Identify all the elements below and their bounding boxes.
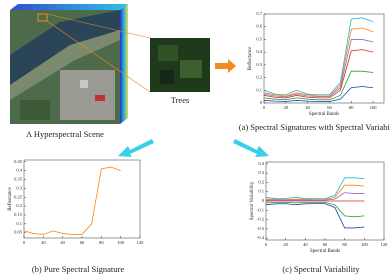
caption: (c) Spectral Variability: [282, 264, 360, 274]
y-tick-label: 0.5: [256, 36, 262, 41]
x-tick-label: 80: [349, 105, 354, 110]
series-line: [263, 17, 374, 96]
x-tick-label: 60: [323, 242, 328, 247]
y-axis-label: Reflectance: [8, 186, 13, 210]
scene-label: A Hyperspectral Scene: [26, 129, 104, 139]
y-tick-label: -0.3: [257, 226, 265, 231]
y-tick-label: 0.45: [14, 159, 23, 164]
y-tick-label: 0.1: [256, 87, 262, 92]
y-tick-label: 0.4: [258, 161, 264, 166]
x-tick-label: 80: [342, 242, 347, 247]
plot-frame: [263, 13, 385, 104]
y-tick-label: 0: [262, 198, 265, 203]
x-axis-label: Spectral Bands: [310, 249, 340, 254]
y-tick-label: 0.6: [256, 24, 262, 29]
series-line: [263, 39, 374, 98]
arrows: [118, 139, 269, 157]
y-tick-label: 0.25: [14, 194, 23, 199]
series-line: [263, 70, 374, 101]
y-tick-label: 0.1: [16, 221, 22, 226]
y-tick-label: -0.1: [257, 207, 264, 212]
series-line: [263, 49, 374, 99]
y-tick-label: -0.2: [257, 217, 264, 222]
x-tick-label: 20: [284, 105, 289, 110]
x-axis-label: Spectral Bands: [309, 112, 339, 117]
x-tick-label: 60: [327, 105, 332, 110]
y-tick-label: 0.4: [256, 49, 262, 54]
x-tick-label: 60: [80, 240, 85, 245]
series-line: [23, 166, 121, 235]
x-tick-label: 0: [265, 242, 268, 247]
x-tick-label: 40: [303, 242, 308, 247]
x-tick-label: 40: [305, 105, 310, 110]
y-tick-label: 0.4: [16, 168, 22, 173]
y-tick-label: 0.05: [14, 230, 23, 235]
caption: (a) Spectral Signatures with Spectral Va…: [239, 122, 390, 132]
x-tick-label: 20: [283, 242, 288, 247]
x-tick-label: 20: [41, 240, 46, 245]
series-line: [265, 201, 365, 218]
y-tick-label: 0.7: [256, 11, 262, 16]
caption: (b) Pure Spectral Signature: [32, 264, 125, 274]
series-line: [263, 27, 374, 97]
y-tick-label: 0.2: [16, 203, 22, 208]
y-tick-label: 0.35: [14, 177, 23, 182]
x-tick-label: 0: [263, 105, 266, 110]
y-tick-label: 0.3: [256, 62, 262, 67]
x-tick-label: 100: [361, 242, 369, 247]
plot-frame: [23, 159, 141, 239]
zoom-label: Trees: [171, 95, 190, 105]
y-tick-label: 0.2: [258, 179, 264, 184]
y-tick-label: 0.3: [258, 170, 264, 175]
arrow: [215, 59, 236, 73]
y-axis-label: Spectral Variability: [250, 181, 255, 220]
y-tick-label: 0.15: [14, 212, 23, 217]
series-line: [266, 184, 365, 201]
x-tick-label: 120: [137, 240, 145, 245]
x-tick-label: 100: [117, 240, 125, 245]
zoom-patch: [150, 38, 210, 92]
x-tick-label: 40: [60, 240, 65, 245]
y-axis-label: Reflectance: [248, 46, 253, 70]
x-tick-label: 0: [23, 240, 26, 245]
y-tick-label: 0: [260, 100, 263, 105]
y-tick-label: -0.4: [257, 235, 265, 240]
series-line: [266, 192, 365, 201]
series-line: [263, 86, 374, 102]
x-tick-label: 100: [370, 105, 378, 110]
series-line: [265, 177, 365, 200]
y-tick-label: 0.1: [258, 189, 264, 194]
x-tick-label: 80: [99, 240, 104, 245]
x-tick-label: 120: [381, 242, 389, 247]
y-tick-label: 0.3: [16, 185, 22, 190]
hyperspectral-cube: [10, 4, 151, 124]
y-tick-label: 0.2: [256, 75, 262, 80]
series-line: [265, 203, 365, 229]
